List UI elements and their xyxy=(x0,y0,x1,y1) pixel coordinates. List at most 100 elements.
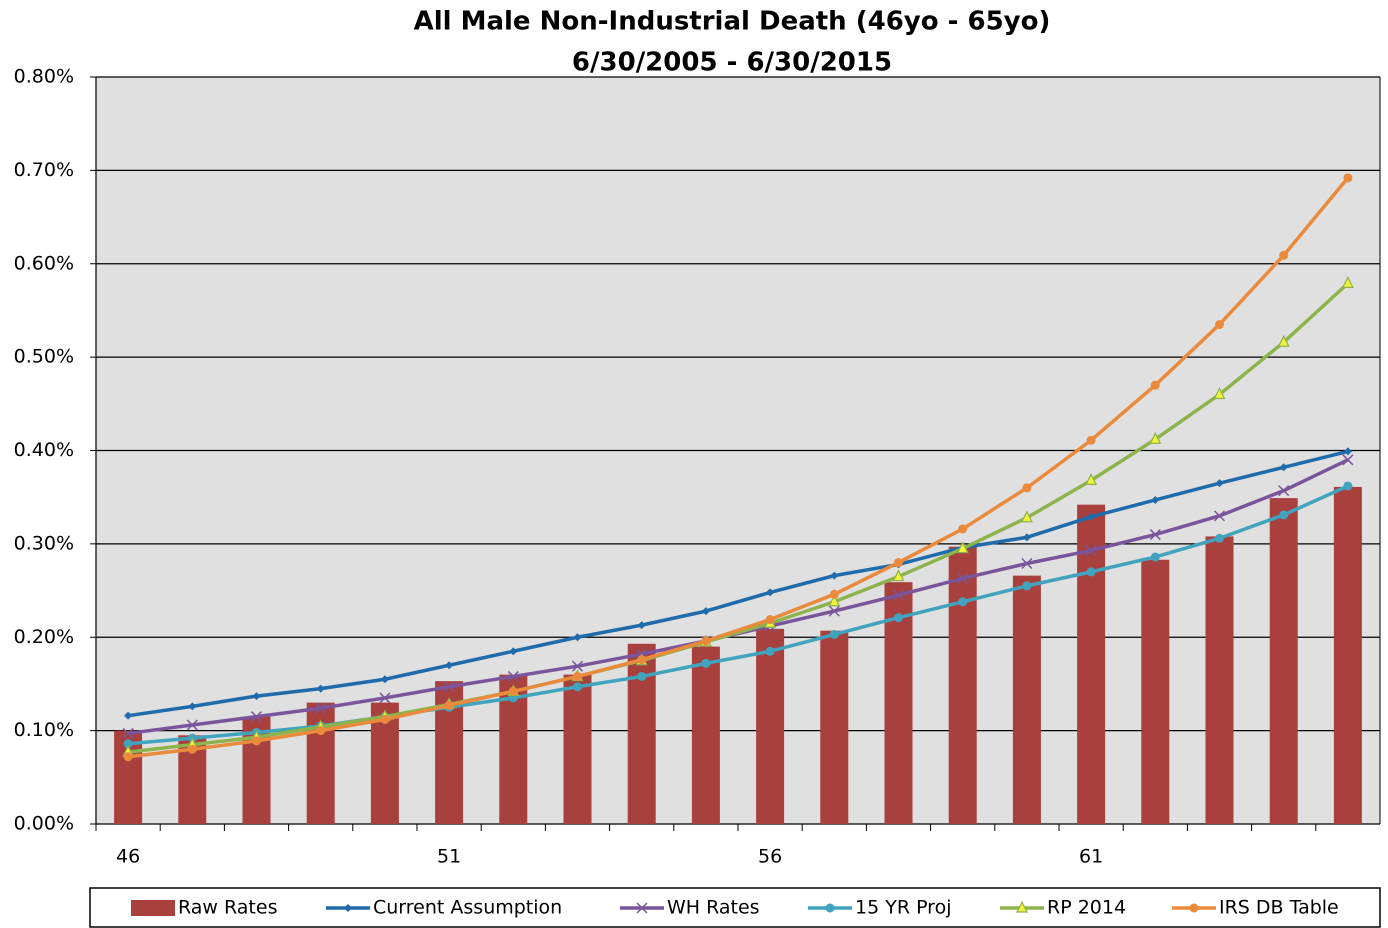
legend-marker xyxy=(1189,903,1199,913)
legend-label: Current Assumption xyxy=(373,897,562,919)
point xyxy=(1215,319,1224,329)
legend-label: 15 YR Proj xyxy=(855,897,951,919)
point xyxy=(252,692,261,701)
x-tick-label: 61 xyxy=(1079,846,1103,868)
bar xyxy=(1077,504,1106,824)
point xyxy=(828,594,841,607)
point xyxy=(1277,334,1290,347)
point xyxy=(445,661,454,670)
point xyxy=(1213,510,1226,522)
point xyxy=(315,702,327,714)
y-tick-label: 0.50% xyxy=(14,346,74,368)
point xyxy=(828,605,840,617)
point xyxy=(1085,473,1098,485)
point xyxy=(958,524,968,534)
point xyxy=(1279,463,1288,472)
point xyxy=(1278,485,1290,497)
bar xyxy=(756,628,785,824)
point xyxy=(1341,276,1354,288)
bar xyxy=(1012,575,1041,824)
point xyxy=(701,636,711,646)
bar xyxy=(1333,486,1362,824)
point xyxy=(1086,435,1096,445)
point xyxy=(1085,544,1097,556)
point xyxy=(765,615,775,625)
legend-label: Raw Rates xyxy=(178,897,277,919)
x-tick-label: 46 xyxy=(116,846,140,868)
bar xyxy=(948,546,977,824)
bar xyxy=(691,646,720,824)
point xyxy=(187,744,197,754)
legend-marker xyxy=(344,904,352,912)
legend-label: WH Rates xyxy=(667,897,760,919)
bar xyxy=(1141,559,1170,824)
y-tick-label: 0.70% xyxy=(14,159,74,181)
bar xyxy=(884,582,913,824)
legend-label: RP 2014 xyxy=(1047,897,1126,919)
point xyxy=(701,607,710,616)
point xyxy=(380,714,390,724)
point xyxy=(1150,380,1160,390)
y-tick-label: 0.00% xyxy=(14,813,74,835)
legend-marker xyxy=(1016,900,1028,913)
bar xyxy=(1269,498,1298,824)
point xyxy=(379,692,391,704)
y-tick-label: 0.10% xyxy=(14,719,74,741)
point xyxy=(316,684,325,693)
point xyxy=(186,719,198,731)
point xyxy=(1087,512,1096,521)
point xyxy=(637,621,646,630)
y-tick-label: 0.30% xyxy=(14,532,74,554)
y-tick-label: 0.20% xyxy=(14,626,74,648)
legend-label: IRS DB Table xyxy=(1219,897,1339,919)
point xyxy=(124,711,133,720)
y-tick-label: 0.80% xyxy=(14,66,74,88)
point xyxy=(1149,529,1161,541)
bar xyxy=(1205,536,1234,824)
point xyxy=(1022,581,1032,591)
point xyxy=(123,752,133,762)
point xyxy=(1022,483,1032,493)
point xyxy=(956,541,969,554)
point xyxy=(1213,387,1226,400)
point xyxy=(1279,510,1289,520)
chart-title: All Male Non-Industrial Death (46yo - 65… xyxy=(414,7,1051,37)
point xyxy=(829,589,839,599)
line xyxy=(127,449,1349,718)
point xyxy=(1343,481,1353,491)
point xyxy=(1021,557,1033,570)
point xyxy=(958,597,968,607)
point xyxy=(765,646,775,656)
point xyxy=(1022,533,1031,542)
point xyxy=(380,675,389,684)
line xyxy=(127,282,1350,754)
point xyxy=(1215,533,1224,543)
point xyxy=(1150,552,1160,562)
point xyxy=(830,571,839,580)
point xyxy=(1149,431,1162,444)
bar xyxy=(627,643,656,824)
point xyxy=(188,702,197,711)
point xyxy=(1342,454,1354,466)
point xyxy=(1215,479,1224,488)
line xyxy=(127,176,1350,759)
y-tick-label: 0.60% xyxy=(14,252,74,274)
point xyxy=(444,700,454,710)
point xyxy=(508,686,518,696)
point xyxy=(894,558,903,568)
point xyxy=(123,739,133,749)
bar xyxy=(563,674,592,824)
point xyxy=(573,682,582,692)
point xyxy=(892,589,905,601)
point xyxy=(957,572,969,584)
point xyxy=(637,671,647,681)
legend-swatch xyxy=(131,900,175,916)
point xyxy=(509,647,518,656)
chart-subtitle: 6/30/2005 - 6/30/2015 xyxy=(572,48,892,78)
point xyxy=(829,629,839,639)
point xyxy=(1151,495,1160,504)
bar xyxy=(820,630,849,824)
legend-marker xyxy=(825,903,835,913)
point xyxy=(1086,567,1096,577)
